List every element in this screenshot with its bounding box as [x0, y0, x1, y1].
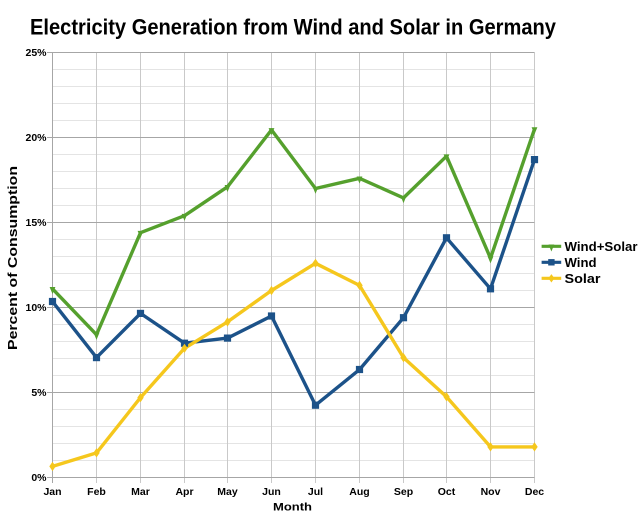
- svg-text:Aug: Aug: [349, 486, 369, 498]
- svg-text:20%: 20%: [25, 132, 47, 144]
- svg-text:Jun: Jun: [262, 486, 281, 498]
- svg-text:10%: 10%: [25, 302, 47, 314]
- svg-text:May: May: [217, 486, 238, 498]
- svg-text:Month: Month: [273, 502, 312, 514]
- svg-text:5%: 5%: [31, 387, 47, 399]
- svg-text:Wind+Solar: Wind+Solar: [565, 239, 638, 254]
- svg-text:Jan: Jan: [43, 486, 61, 498]
- svg-text:25%: 25%: [25, 47, 47, 59]
- svg-text:Oct: Oct: [438, 486, 456, 498]
- svg-text:Jul: Jul: [308, 486, 323, 498]
- svg-text:Electricity Generation from Wi: Electricity Generation from Wind and Sol…: [30, 15, 557, 40]
- svg-text:Feb: Feb: [87, 486, 106, 498]
- svg-text:0%: 0%: [31, 472, 47, 484]
- svg-text:Dec: Dec: [525, 486, 544, 498]
- svg-text:Sep: Sep: [394, 486, 413, 498]
- svg-text:Percent of Consumption: Percent of Consumption: [5, 166, 20, 350]
- svg-text:15%: 15%: [25, 217, 47, 229]
- svg-text:Nov: Nov: [481, 486, 501, 498]
- svg-text:Mar: Mar: [131, 486, 150, 498]
- svg-text:Apr: Apr: [175, 486, 193, 498]
- svg-text:Wind: Wind: [565, 255, 597, 270]
- svg-text:Solar: Solar: [565, 271, 601, 286]
